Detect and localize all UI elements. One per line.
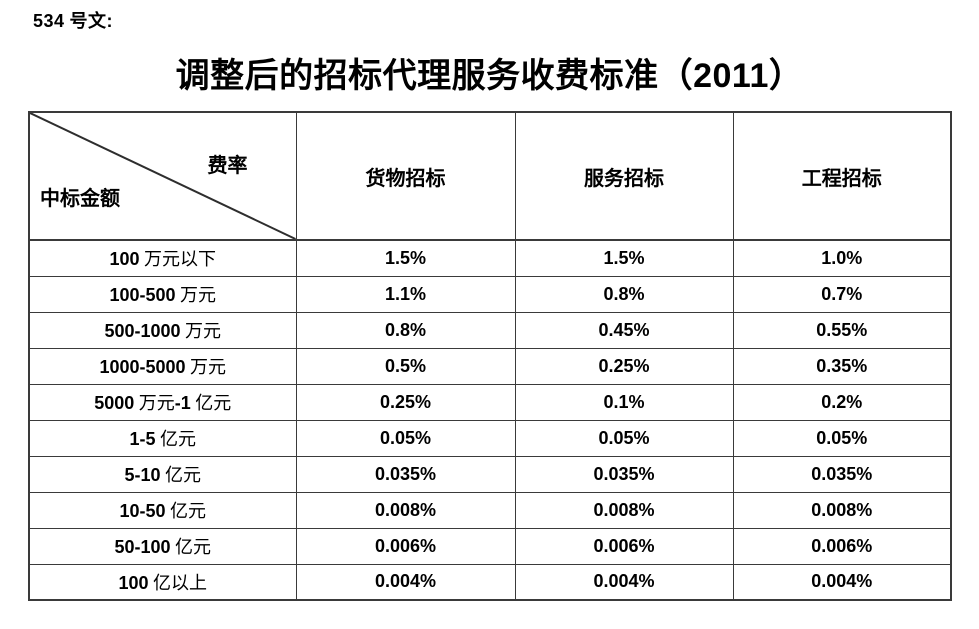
column-header-service-bidding: 服务招标 [514,111,734,241]
fee-rate-value-cell: 1.0% [732,239,952,277]
table-row: 5-10 亿元 0.035% 0.035% 0.035% [28,455,952,493]
fee-rate-value-cell: 0.008% [514,491,734,529]
table-row: 10-50 亿元 0.008% 0.008% 0.008% [28,491,952,529]
fee-rate-value-cell: 1.5% [295,239,516,277]
row-label-amount-bracket: 10-50 亿元 [28,491,297,529]
column-header-goods-bidding: 货物招标 [295,111,516,241]
row-label-amount-bracket: 1000-5000 万元 [28,347,297,385]
fee-rate-value-cell: 0.45% [514,311,734,349]
doc-number: 534 号文: [33,11,114,31]
diagonal-divider-line [30,113,295,239]
row-label-amount-bracket: 100-500 万元 [28,275,297,313]
fee-rate-value-cell: 0.035% [514,455,734,493]
fee-table-body: 100 万元以下 1.5% 1.5% 1.0% 100-500 万元 1.1% 0.8% 0.… [28,239,952,601]
table-row: 50-100 亿元 0.006% 0.006% 0.006% [28,527,952,565]
row-label-amount-bracket: 5-10 亿元 [28,455,297,493]
corner-label-fee-rate: 费率 [207,155,248,177]
corner-label-bid-amount: 中标金额 [40,188,120,210]
fee-rate-value-cell: 0.25% [514,347,734,385]
row-label-amount-bracket: 100 亿以上 [28,563,297,601]
table-row: 100-500 万元 1.1% 0.8% 0.7% [28,275,952,313]
row-label-amount-bracket: 5000 万元-1 亿元 [28,383,297,421]
table-row: 5000 万元-1 亿元 0.25% 0.1% 0.2% [28,383,952,421]
table-row: 1000-5000 万元 0.5% 0.25% 0.35% [28,347,952,385]
fee-rate-value-cell: 0.35% [732,347,952,385]
fee-rate-value-cell: 1.1% [295,275,516,313]
fee-rate-value-cell: 0.006% [514,527,734,565]
column-header-engineering-bidding: 工程招标 [732,111,952,241]
fee-rate-value-cell: 0.05% [514,419,734,457]
fee-rate-value-cell: 0.7% [732,275,952,313]
row-label-amount-bracket: 1-5 亿元 [28,419,297,457]
fee-rate-value-cell: 0.5% [295,347,516,385]
table-row: 100 亿以上 0.004% 0.004% 0.004% [28,563,952,601]
row-label-amount-bracket: 50-100 亿元 [28,527,297,565]
fee-rate-value-cell: 0.8% [295,311,516,349]
header-row: 费率 中标金额 货物招标 服务招标 工程招标 [28,111,952,241]
fee-rate-value-cell: 0.006% [732,527,952,565]
table-row: 1-5 亿元 0.05% 0.05% 0.05% [28,419,952,457]
fee-rate-value-cell: 0.55% [732,311,952,349]
table-row: 500-1000 万元 0.8% 0.45% 0.55% [28,311,952,349]
table-row: 100 万元以下 1.5% 1.5% 1.0% [28,239,952,277]
fee-rate-value-cell: 0.006% [295,527,516,565]
fee-rate-value-cell: 1.5% [514,239,734,277]
row-label-amount-bracket: 100 万元以下 [28,239,297,277]
fee-table-header: 费率 中标金额 货物招标 服务招标 工程招标 [28,111,952,241]
fee-rate-value-cell: 0.004% [514,563,734,601]
fee-rate-value-cell: 0.008% [295,491,516,529]
fee-rate-value-cell: 0.8% [514,275,734,313]
fee-rate-value-cell: 0.035% [295,455,516,493]
fee-rate-value-cell: 0.05% [295,419,516,457]
fee-table: 费率 中标金额 货物招标 服务招标 工程招标 100 万元以下 1.5% 1.5% 1… [28,111,952,601]
fee-rate-value-cell: 0.1% [514,383,734,421]
page-title: 调整后的招标代理服务收费标准（2011） [175,57,804,95]
fee-rate-value-cell: 0.004% [295,563,516,601]
row-label-amount-bracket: 500-1000 万元 [28,311,297,349]
fee-rate-value-cell: 0.25% [295,383,516,421]
fee-rate-value-cell: 0.008% [732,491,952,529]
fee-rate-value-cell: 0.05% [732,419,952,457]
fee-rate-value-cell: 0.004% [732,563,952,601]
corner-header-cell: 费率 中标金额 [28,111,297,241]
fee-rate-value-cell: 0.2% [732,383,952,421]
fee-rate-value-cell: 0.035% [732,455,952,493]
